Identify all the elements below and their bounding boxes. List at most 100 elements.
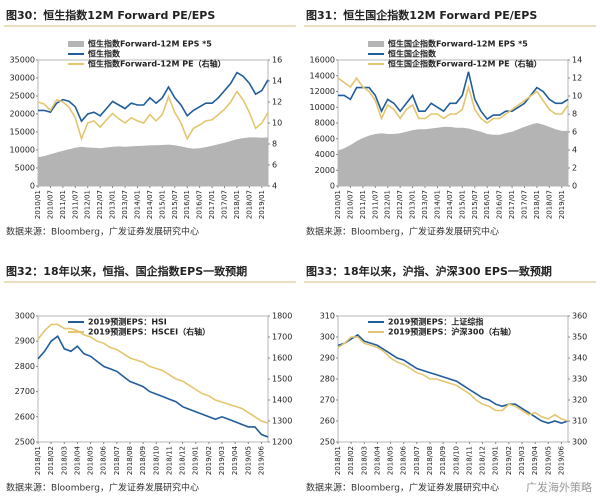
legend-label: 2019预测EPS：HSCEI（右轴） [88, 327, 210, 337]
x-tick-label: 2010/07 [46, 190, 54, 219]
legend-label: 恒生指数Forward-12M EPS *5 [88, 39, 212, 49]
y2-tick-label: 310 [572, 417, 587, 426]
source-note: 数据来源：Bloomberg，广发证券发展研究中心 [306, 226, 499, 238]
y2-tick-label: 6 [272, 161, 277, 170]
x-tick-label: 2018/02 [47, 446, 55, 475]
x-tick-label: 2014/07 [146, 190, 154, 219]
x-tick-label: 2018/06 [100, 445, 108, 475]
area-series [38, 137, 268, 186]
y-tick-label: 290 [320, 354, 335, 363]
x-tick-label: 2018/09 [139, 446, 147, 475]
y2-tick-label: 8 [272, 140, 277, 149]
y2-tick-label: 4 [572, 146, 577, 155]
x-tick-label: 2018/10 [452, 446, 460, 475]
x-tick-label: 2014/07 [446, 190, 454, 219]
x-tick-label: 2010/07 [346, 190, 354, 219]
x-tick-label: 2018/07 [413, 446, 421, 475]
y2-tick-label: 2 [572, 164, 577, 173]
x-tick-label: 2018/12 [179, 446, 187, 475]
x-tick-label: 2015/07 [171, 190, 179, 219]
x-tick-label: 2010/01 [34, 190, 42, 219]
x-tick-label: 2018/01 [533, 190, 541, 219]
x-tick-label: 2019/02 [205, 446, 213, 475]
x-tick-label: 2018/07 [545, 190, 553, 219]
legend-label: 恒生指数 [88, 49, 121, 59]
y-tick-label: 16000 [310, 56, 335, 65]
y2-tick-label: 10 [272, 119, 282, 128]
chart-title: 图30：恒生指数12M Forward PE/EPS [6, 8, 215, 22]
y-tick-label: 5000 [15, 164, 35, 173]
legend-label: 恒生国企指数Forward-12M PE（右轴） [388, 59, 542, 69]
y-tick-label: 25000 [10, 92, 35, 101]
legend-swatch [68, 41, 84, 47]
y2-tick-label: 12 [272, 98, 282, 107]
x-tick-label: 2012/07 [96, 190, 104, 219]
x-tick-label: 2013/01 [409, 190, 417, 219]
y-tick-label: 15000 [10, 128, 35, 137]
y-tick-label: 6000 [315, 134, 335, 143]
y-tick-label: 2800 [15, 362, 35, 371]
y2-tick-label: 16 [272, 56, 282, 65]
x-tick-label: 2018/04 [373, 445, 381, 475]
y-tick-label: 30000 [10, 74, 35, 83]
y-tick-label: 35000 [10, 56, 35, 65]
x-tick-label: 2017/01 [208, 190, 216, 219]
x-tick-label: 2018/05 [387, 446, 395, 475]
x-tick-label: 2010/01 [334, 190, 342, 219]
x-tick-label: 2018/02 [347, 446, 355, 475]
x-tick-label: 2019/01 [558, 190, 566, 219]
y-tick-label: 4000 [315, 150, 335, 159]
source-note: 数据来源：Bloomberg，广发证券发展研究中心 [306, 482, 499, 494]
y-tick-label: 12000 [310, 87, 335, 96]
x-tick-label: 2019/01 [492, 446, 500, 475]
chart-title: 图31：恒生国企指数12M Forward PE/EPS [306, 8, 537, 22]
legend-label: 恒生指数Forward-12M PE（右轴） [88, 59, 226, 69]
x-tick-label: 2019/02 [505, 446, 513, 475]
x-tick-label: 2018/07 [113, 446, 121, 475]
y2-tick-label: 8 [572, 110, 577, 119]
x-tick-label: 2016/01 [183, 190, 191, 219]
y-tick-label: 280 [320, 375, 335, 384]
y2-tick-label: 320 [572, 396, 587, 405]
y-tick-label: 3000 [15, 312, 35, 321]
line-series [37, 323, 269, 424]
x-tick-label: 2018/06 [400, 445, 408, 475]
line-series [38, 71, 269, 123]
legend-label: 2019预测EPS：HSI [88, 317, 167, 327]
line-series [337, 333, 569, 424]
line-series [337, 336, 569, 422]
y-tick-label: 14000 [310, 71, 335, 80]
y-tick-label: 10000 [10, 146, 35, 155]
line-series [37, 90, 269, 142]
y-tick-label: 0 [330, 182, 335, 191]
x-tick-label: 2011/01 [359, 190, 367, 219]
x-tick-label: 2017/01 [508, 190, 516, 219]
y-tick-label: 8000 [315, 119, 335, 128]
legend-swatch [368, 41, 384, 47]
y2-tick-label: 14 [572, 56, 582, 65]
x-tick-label: 2019/01 [258, 190, 266, 219]
y-tick-label: 0 [30, 182, 35, 191]
x-tick-label: 2013/01 [109, 190, 117, 219]
legend-label: 恒生国企指数Forward-12M EPS *5 [388, 39, 528, 49]
x-tick-label: 2019/05 [244, 446, 252, 475]
y2-tick-label: 340 [572, 354, 587, 363]
x-tick-label: 2019/03 [218, 446, 226, 475]
y-tick-label: 2500 [15, 438, 35, 447]
y2-tick-label: 350 [572, 333, 587, 342]
y2-tick-label: 1700 [272, 333, 292, 342]
x-tick-label: 2018/01 [233, 190, 241, 219]
x-tick-label: 2019/04 [531, 445, 539, 475]
chart-title: 图33：18年以来，沪指、沪深300 EPS一致预期 [306, 264, 552, 278]
x-tick-label: 2018/03 [60, 446, 68, 475]
y-tick-label: 310 [320, 312, 335, 321]
y2-tick-label: 10 [572, 92, 582, 101]
line-series [337, 76, 569, 124]
y2-tick-label: 6 [572, 128, 577, 137]
x-tick-label: 2018/10 [152, 446, 160, 475]
x-tick-label: 2014/01 [133, 190, 141, 219]
y2-tick-label: 330 [572, 375, 587, 384]
x-tick-label: 2012/01 [384, 190, 392, 219]
x-tick-label: 2016/07 [496, 190, 504, 219]
legend-label: 2019预测EPS：上证综指 [388, 317, 483, 327]
